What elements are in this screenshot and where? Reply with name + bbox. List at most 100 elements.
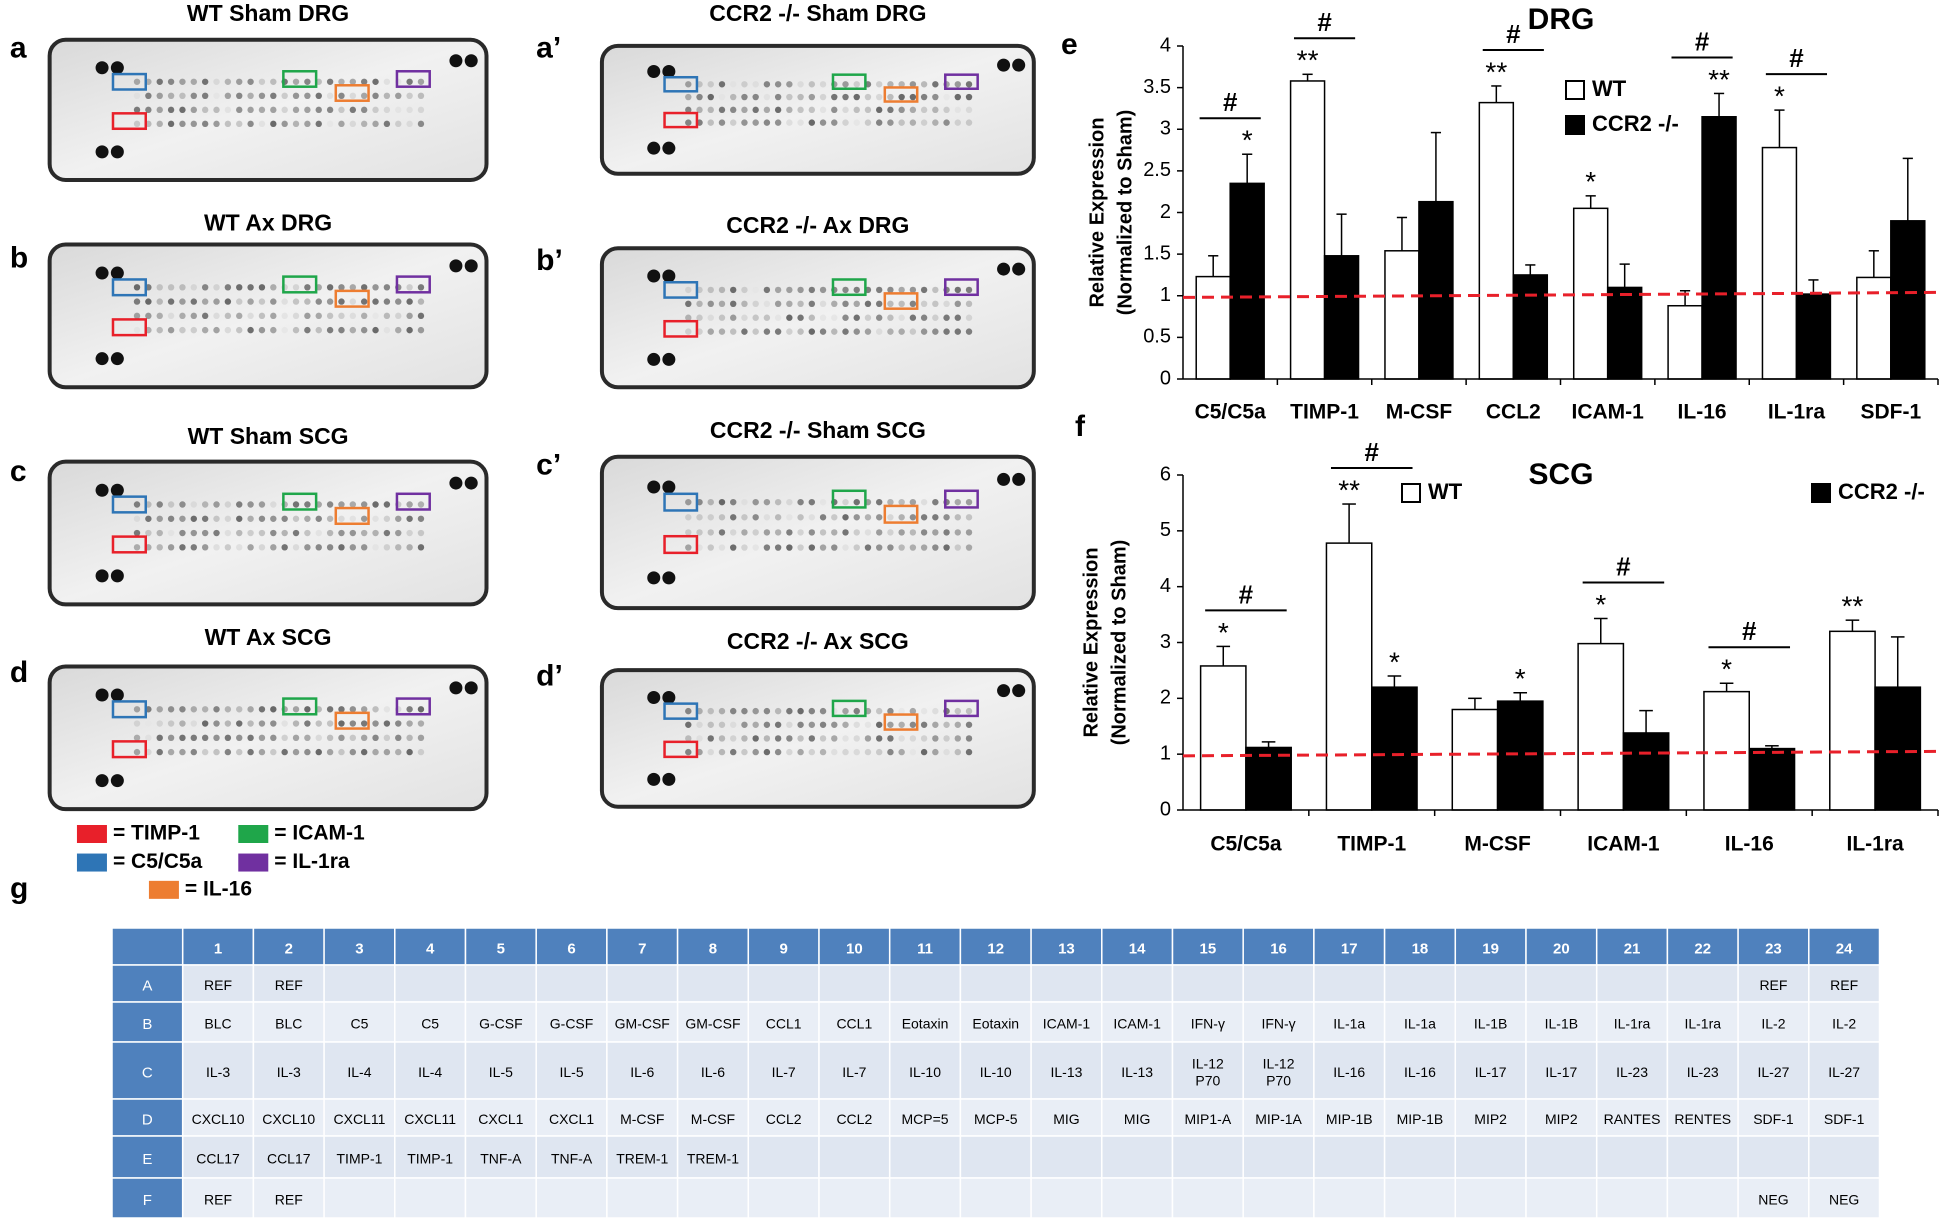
blot-spot	[864, 529, 872, 536]
table-cell	[888, 1041, 962, 1100]
blot-reference-spot	[647, 772, 661, 786]
panel-letter: c’	[536, 449, 561, 482]
blot-spot	[943, 529, 950, 536]
blot-spot	[406, 720, 413, 727]
blot-spot	[326, 706, 334, 713]
blot-spot	[853, 81, 860, 88]
x-tick-label: C5/C5a	[1195, 401, 1267, 424]
blot-spot	[741, 529, 748, 536]
blot-spot	[292, 120, 300, 128]
blot-spot	[247, 515, 254, 522]
blot-spot	[685, 707, 692, 715]
blot-spot	[213, 706, 220, 713]
panel-letter: d	[10, 656, 28, 689]
blot-spot	[258, 734, 266, 742]
blot-spot	[258, 720, 266, 727]
blot-spot	[752, 286, 759, 294]
table-cell	[818, 1098, 891, 1137]
blot-highlight-box	[944, 73, 979, 90]
blot-reference-spot	[662, 269, 676, 283]
blot-spot	[247, 326, 254, 334]
blot-spot	[819, 106, 827, 114]
blot-spot	[236, 529, 243, 537]
blot-spot	[763, 314, 771, 321]
significance-marker: *	[1218, 617, 1229, 648]
y-tick-label: 5	[1160, 519, 1171, 541]
blot-spot	[133, 529, 141, 537]
blot-spot	[167, 312, 175, 320]
blot-spot	[718, 707, 726, 715]
blot-reference-spot	[997, 472, 1011, 486]
blot-spot	[179, 748, 186, 756]
blot-spot	[718, 544, 726, 551]
chart-title: SCG	[1528, 458, 1593, 491]
blot-spot	[763, 514, 771, 521]
blot-spot	[224, 120, 232, 128]
table-cell-text: RENTES	[1674, 1111, 1731, 1127]
blot-spot	[696, 300, 703, 308]
table-cell-text: BLC	[275, 1016, 302, 1032]
blot-reference-spot	[1012, 472, 1026, 486]
table-cell-text: IL-1ra	[1614, 1016, 1651, 1032]
table-cell-text: CCL1	[766, 1016, 802, 1032]
blot-spot	[292, 720, 300, 727]
blot-spot	[853, 93, 860, 101]
table-cell	[1525, 964, 1598, 1003]
blot-spot	[326, 326, 334, 334]
y-axis-label: Relative Expression	[1086, 117, 1108, 307]
blot-spot	[349, 720, 357, 727]
table-cell	[1313, 1135, 1386, 1179]
blot-spot	[349, 501, 357, 508]
blot-spot	[965, 328, 973, 335]
blot-spot	[797, 721, 804, 728]
blot-spot	[383, 720, 391, 727]
blot-spot	[133, 748, 141, 756]
blot-spot	[741, 314, 748, 321]
blot-spot	[270, 326, 277, 334]
table-cell-text: C5	[421, 1016, 439, 1032]
table-column-header: 19	[1482, 940, 1499, 957]
blot-spot	[909, 514, 917, 521]
blot-spot	[224, 515, 232, 522]
blot-spot	[406, 748, 413, 756]
group-significance-marker: #	[1365, 437, 1380, 467]
blot-spot	[707, 81, 714, 88]
table-cell-text: SDF-1	[1753, 1111, 1794, 1127]
blot-spot	[920, 93, 928, 101]
blot-spot	[875, 748, 883, 756]
blot-spot	[954, 328, 961, 335]
blot-spot	[954, 721, 961, 728]
blot-spot	[247, 284, 254, 291]
blot-spot	[292, 748, 300, 756]
table-cell-text: REF	[1759, 977, 1787, 993]
blot-spot	[167, 120, 175, 128]
table-cell	[959, 1041, 1032, 1100]
table-cell-text: IL-3	[277, 1064, 301, 1080]
legend-label: = ICAM-1	[274, 822, 365, 845]
blot-spot	[349, 515, 357, 522]
x-tick-label: M-CSF	[1464, 833, 1531, 856]
blot-spot	[281, 92, 288, 100]
x-tick-label: ICAM-1	[1572, 401, 1645, 424]
blot-spot	[360, 515, 368, 522]
table-cell-text: MCP-5	[974, 1111, 1018, 1127]
x-tick-label: C5/C5a	[1210, 833, 1282, 856]
legend-swatch	[148, 880, 179, 899]
blot-spot	[338, 748, 345, 756]
blot-spot	[133, 501, 141, 508]
blot-spot	[831, 314, 838, 321]
blot-spot	[326, 734, 334, 742]
table-cell	[1313, 964, 1386, 1003]
blot-spot	[236, 501, 243, 508]
blot-spot	[887, 498, 894, 506]
table-row-header: B	[142, 1016, 152, 1033]
blot-spot	[372, 120, 379, 128]
blot-spot	[224, 501, 232, 508]
blot-spot	[201, 529, 209, 537]
blot-spot	[395, 106, 402, 114]
table-cell	[1525, 1135, 1598, 1179]
table-cell	[1525, 1001, 1598, 1043]
table-header-cell	[888, 927, 962, 966]
blot-spot	[349, 326, 357, 334]
blot-spot	[808, 119, 816, 126]
